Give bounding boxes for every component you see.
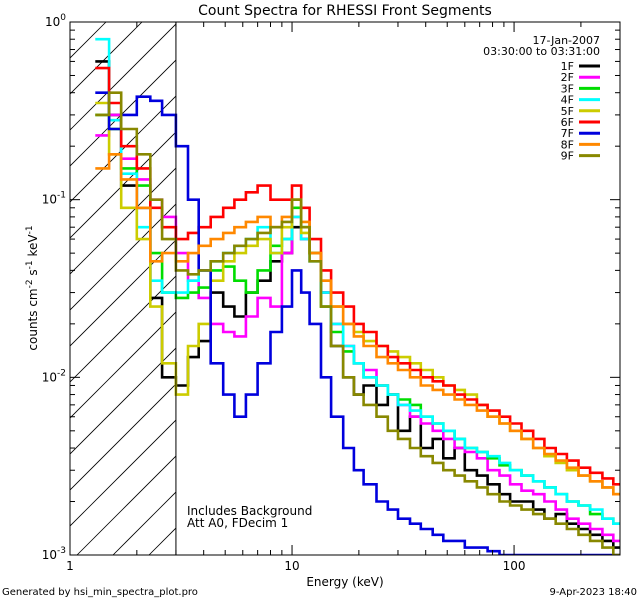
series-line-4F — [95, 37, 620, 525]
series-line-2F — [95, 113, 620, 543]
legend-label-9F: 9F — [561, 150, 574, 163]
legend-label-8F: 8F — [561, 138, 574, 151]
hatch-line — [70, 131, 176, 239]
x-axis-label: Energy (keV) — [306, 575, 383, 589]
y-tick-label: 10-2 — [42, 368, 66, 384]
x-tick-label: 1 — [66, 559, 74, 573]
series-layer — [95, 37, 620, 555]
y-axis-label-sup1: -2 — [25, 279, 35, 288]
footer-generated-by: Generated by hsi_min_spectra_plot.pro — [2, 587, 198, 598]
y-axis-label-mid: s — [26, 269, 40, 279]
series-line-3F — [95, 113, 620, 525]
chart-title: Count Spectra for RHESSI Front Segments — [198, 3, 492, 19]
legend-label-2F: 2F — [561, 71, 574, 84]
y-tick-label: 10-3 — [42, 546, 66, 562]
y-tick-labels: 10-3 10-2 10-1 100 — [42, 13, 67, 562]
hatch-line — [70, 275, 176, 383]
annotation-background: Includes Background — [187, 504, 312, 518]
x-tick-label: 100 — [503, 559, 526, 573]
series-line-5F — [95, 101, 620, 496]
hatch-line — [76, 455, 176, 555]
footer-timestamp: 9-Apr-2023 18:40 — [550, 587, 637, 598]
date-label: 17-Jan-2007 — [533, 34, 601, 47]
hatch-line — [70, 383, 176, 491]
y-axis-label: counts cm-2 s-1 keV-1 — [25, 225, 40, 350]
legend-label-6F: 6F — [561, 116, 574, 129]
hatch-line — [70, 239, 176, 347]
y-axis-label-sup3: -1 — [25, 225, 35, 234]
plot-frame — [69, 21, 621, 556]
y-axis-label-main: counts cm — [26, 288, 40, 350]
series-line-9F — [95, 91, 620, 555]
legend-label-4F: 4F — [561, 94, 574, 107]
y-axis-label-end: keV — [26, 234, 40, 261]
series-line-7F — [95, 91, 620, 555]
y-tick-label: 100 — [45, 13, 66, 29]
x-tick-labels: 1 10 100 — [66, 559, 525, 573]
y-axis-label-sup2: -1 — [25, 260, 35, 269]
hatch-line — [70, 419, 176, 527]
time-range-label: 03:30:00 to 03:31:00 — [483, 45, 600, 58]
y-tick-label: 10-1 — [42, 191, 66, 207]
hatch-line — [70, 59, 176, 167]
annotation-attenuator: Att A0, FDecim 1 — [187, 516, 288, 530]
hatch-line — [70, 203, 176, 311]
series-line-8F — [95, 153, 620, 496]
hatch-line — [70, 347, 176, 455]
x-tick-label: 10 — [284, 559, 299, 573]
axis-ticks — [69, 21, 621, 556]
legend-label-7F: 7F — [561, 127, 574, 140]
hatch-line — [70, 22, 107, 59]
legend-label-1F: 1F — [561, 60, 574, 73]
legend-label-3F: 3F — [561, 82, 574, 95]
hatch-line — [70, 23, 176, 131]
legend-label-5F: 5F — [561, 105, 574, 118]
